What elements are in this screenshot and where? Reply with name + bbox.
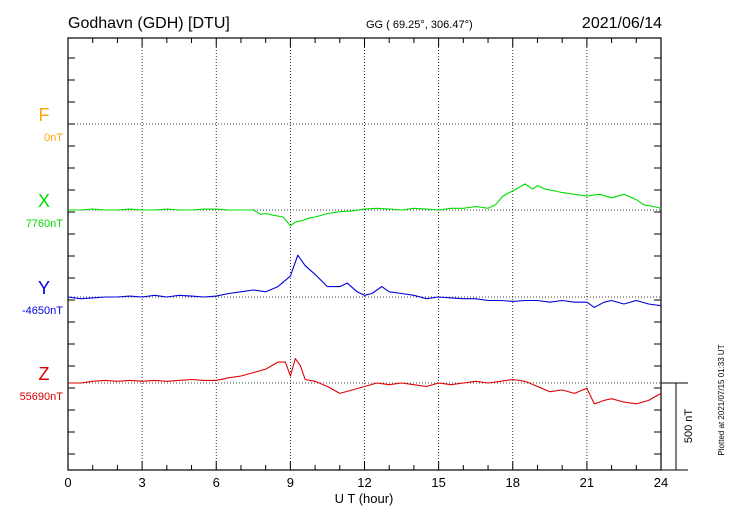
- series-baseline-x: 7760nT: [26, 218, 64, 230]
- x-tick-label: 15: [431, 475, 445, 490]
- series-name-f: F: [39, 105, 50, 125]
- series-line-x: [68, 183, 662, 227]
- station-coords: GG ( 69.25°, 306.47°): [366, 19, 473, 31]
- series-name-y: Y: [38, 278, 50, 298]
- series-labels: F 0nT X 7760nT Y -4650nT Z 55690nT: [20, 105, 64, 403]
- x-tick-label: 18: [506, 475, 520, 490]
- x-tick-label: 0: [64, 475, 71, 490]
- series-lines: [67, 183, 662, 405]
- series-baseline-f: 0nT: [44, 132, 63, 144]
- series-baseline-y: -4650nT: [22, 305, 63, 317]
- series-name-x: X: [38, 191, 50, 211]
- scale-bar-label: 500 nT: [683, 409, 695, 444]
- series-baseline-z: 55690nT: [20, 391, 64, 403]
- x-tick-label: 21: [580, 475, 594, 490]
- plotted-at-note: Plotted at 2021/07/15 01:33 UT: [717, 344, 726, 455]
- axis-ticks: [67, 38, 662, 470]
- x-tick-label: 3: [139, 475, 146, 490]
- x-tick-labels: 0 3 6 9 12 15 18 21 24: [64, 475, 668, 490]
- series-line-z: [68, 358, 662, 405]
- x-tick-label: 12: [357, 475, 371, 490]
- x-axis-label: U T (hour): [335, 491, 394, 506]
- chart-date: 2021/06/14: [582, 15, 662, 32]
- scale-bar: 500 nT: [661, 382, 695, 471]
- x-tick-label: 9: [287, 475, 294, 490]
- series-name-z: Z: [39, 364, 50, 384]
- series-line-y: [67, 254, 662, 308]
- x-tick-label: 6: [213, 475, 220, 490]
- grid-lines: [68, 38, 661, 470]
- station-title: Godhavn (GDH) [DTU]: [68, 15, 230, 32]
- x-tick-label: 24: [654, 475, 668, 490]
